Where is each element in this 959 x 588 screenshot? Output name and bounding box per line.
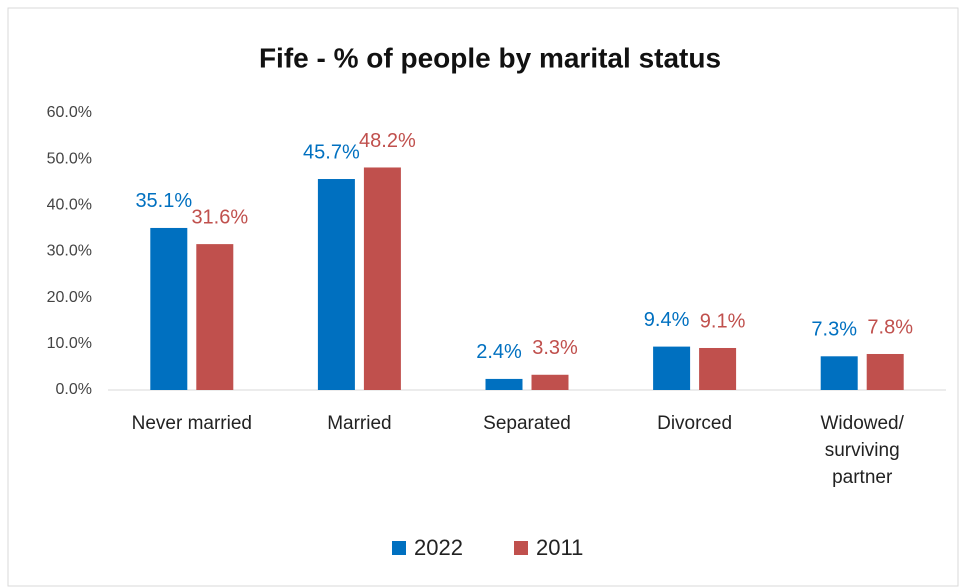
data-label: 3.3% — [532, 337, 578, 359]
data-label: 7.8% — [867, 316, 913, 338]
y-tick-label: 40.0% — [47, 197, 92, 214]
bar — [363, 167, 401, 390]
bar — [485, 378, 523, 390]
bar — [653, 346, 691, 390]
y-tick-label: 60.0% — [47, 104, 92, 121]
x-tick-label: Married — [327, 413, 392, 434]
x-tick-label: Divorced — [657, 413, 733, 434]
data-label: 35.1% — [135, 190, 192, 212]
data-label: 9.4% — [644, 309, 690, 331]
data-label: 7.3% — [811, 319, 857, 341]
legend-swatch — [392, 541, 406, 555]
bar — [699, 347, 737, 390]
y-tick-label: 10.0% — [47, 335, 92, 352]
bar — [150, 227, 188, 390]
bar — [820, 356, 858, 390]
bar — [196, 244, 234, 390]
y-tick-label: 0.0% — [56, 381, 92, 398]
y-tick-label: 30.0% — [47, 243, 92, 260]
bar — [866, 353, 904, 390]
legend-swatch — [514, 541, 528, 555]
legend-label: 2011 — [536, 535, 583, 560]
chart-title: Fife - % of people by marital status — [259, 42, 721, 73]
data-label: 2.4% — [476, 341, 522, 363]
x-tick-label: Widowed/ surviving partner — [820, 413, 904, 488]
y-tick-label: 20.0% — [47, 289, 92, 306]
data-label: 9.1% — [700, 310, 746, 332]
legend-label: 2022 — [414, 535, 463, 560]
bar — [317, 179, 355, 390]
x-tick-label: Never married — [131, 413, 252, 434]
bar — [531, 374, 569, 390]
y-tick-label: 50.0% — [47, 150, 92, 167]
data-label: 45.7% — [303, 141, 360, 163]
data-label: 31.6% — [191, 206, 248, 228]
x-tick-label: Separated — [483, 413, 571, 434]
data-label: 48.2% — [359, 130, 416, 152]
